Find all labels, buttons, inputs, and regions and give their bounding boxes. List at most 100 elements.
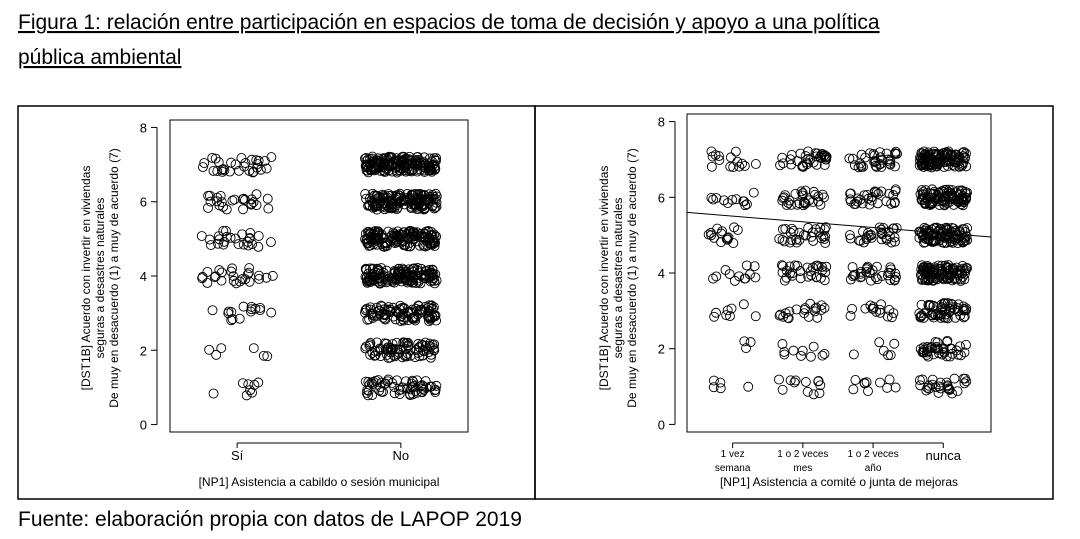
jitter-point <box>787 270 798 281</box>
x-tick-label: 1 o 2 veces <box>777 449 828 460</box>
jitter-point <box>360 305 371 316</box>
jitter-point <box>246 301 257 312</box>
jitter-point <box>419 232 430 243</box>
jitter-point <box>962 187 973 198</box>
jitter-point <box>883 350 894 361</box>
jitter-point <box>777 195 788 206</box>
jitter-point <box>423 347 434 358</box>
jitter-point <box>939 191 950 202</box>
jitter-point <box>408 233 419 244</box>
jitter-point <box>207 305 218 316</box>
jitter-point <box>405 390 416 401</box>
jitter-point <box>365 304 376 315</box>
jitter-point <box>803 311 814 322</box>
jitter-point <box>709 311 720 322</box>
jitter-point <box>364 200 375 211</box>
jitter-point <box>388 235 399 246</box>
jitter-point <box>922 346 933 357</box>
jitter-point <box>267 270 278 281</box>
y-tick-label: 8 <box>658 115 665 130</box>
jitter-point <box>961 376 972 387</box>
jitter-point <box>750 159 761 169</box>
jitter-point <box>875 307 886 318</box>
jitter-point <box>394 190 405 201</box>
jitter-point <box>203 202 213 213</box>
jitter-point <box>790 188 801 199</box>
jitter-point <box>246 304 257 315</box>
jitter-point <box>945 305 956 316</box>
jitter-point <box>208 388 219 399</box>
jitter-point <box>778 311 789 322</box>
jitter-point <box>703 229 714 240</box>
jitter-point <box>381 350 392 360</box>
jitter-point <box>815 273 826 283</box>
jitter-point <box>817 149 828 160</box>
jitter-point <box>395 384 406 395</box>
jitter-point <box>779 236 790 247</box>
jitter-point <box>401 192 412 203</box>
jitter-point <box>399 154 410 165</box>
jitter-point <box>777 339 788 349</box>
jitter-point <box>706 161 717 172</box>
jitter-point <box>864 148 875 159</box>
jitter-point <box>800 185 811 196</box>
jitter-point <box>427 201 438 212</box>
jitter-point <box>796 186 807 197</box>
jitter-point <box>370 350 381 361</box>
y-axis-label: seguras a desastres naturales <box>93 198 107 359</box>
jitter-point <box>370 201 381 212</box>
jitter-point <box>431 231 442 242</box>
jitter-point <box>856 160 867 171</box>
jitter-point <box>416 339 427 350</box>
jitter-point <box>403 337 413 348</box>
jitter-point <box>785 237 796 248</box>
jitter-point <box>211 349 222 360</box>
jitter-point <box>383 276 393 287</box>
jitter-point <box>243 240 254 251</box>
jitter-point <box>708 273 718 284</box>
jitter-point <box>253 241 264 252</box>
jitter-point <box>725 311 735 322</box>
y-axis-label: [DST1B] Acuerdo con invertir en vivienda… <box>79 166 93 391</box>
jitter-point <box>917 265 928 276</box>
jitter-point <box>384 306 395 317</box>
jitter-point <box>795 266 806 277</box>
title: Figura 1: relación entre participación e… <box>18 11 880 34</box>
jitter-point <box>402 275 413 286</box>
jitter-point <box>245 227 256 238</box>
jitter-point <box>388 227 399 238</box>
jitter-point <box>739 161 750 171</box>
jitter-point <box>262 351 273 362</box>
jitter-point <box>891 223 902 233</box>
jitter-point <box>213 231 224 242</box>
jitter-point <box>366 236 377 246</box>
jitter-point <box>265 237 276 248</box>
jitter-point <box>251 200 262 211</box>
jitter-point <box>709 232 720 243</box>
jitter-point <box>737 158 747 169</box>
jitter-point <box>741 260 752 271</box>
jitter-point <box>399 303 410 313</box>
jitter-point <box>364 314 375 325</box>
jitter-point <box>781 272 792 283</box>
jitter-point <box>711 193 722 204</box>
jitter-point <box>727 194 738 205</box>
jitter-point <box>397 155 408 166</box>
jitter-point <box>890 382 901 393</box>
jitter-point <box>883 226 894 237</box>
jitter-point <box>884 374 895 385</box>
jitter-point <box>883 154 894 165</box>
jitter-point <box>874 147 885 158</box>
jitter-point <box>197 162 208 173</box>
jitter-point <box>226 157 237 168</box>
jitter-point <box>425 276 436 287</box>
jitter-point <box>431 380 442 391</box>
jitter-point <box>933 387 944 398</box>
jitter-point <box>238 193 249 204</box>
jitter-point <box>370 375 381 386</box>
jitter-point <box>368 239 379 250</box>
jitter-point <box>875 377 885 388</box>
jitter-point <box>790 375 801 386</box>
jitter-point <box>422 194 432 205</box>
jitter-point <box>243 379 254 390</box>
